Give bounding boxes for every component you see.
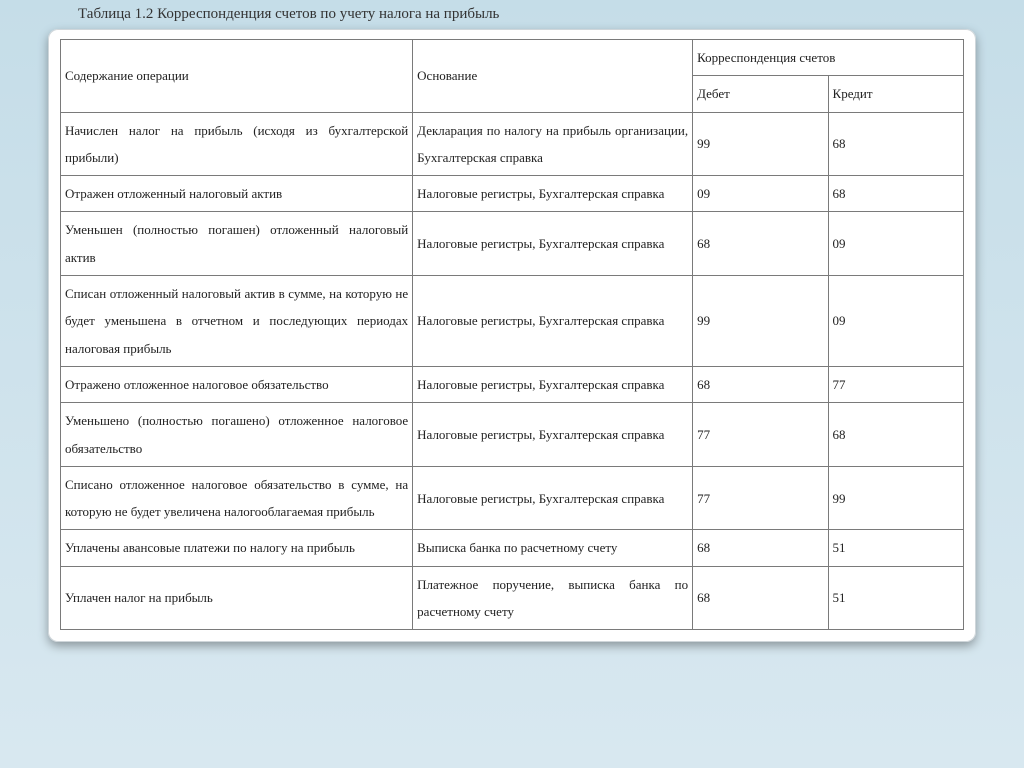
- accounts-table: Содержание операции Основание Корреспонд…: [60, 39, 964, 630]
- col-operation: Содержание операции: [61, 40, 413, 113]
- table-card: Содержание операции Основание Корреспонд…: [48, 29, 976, 642]
- cell-operation: Списан отложенный налоговый актив в сумм…: [61, 276, 413, 367]
- cell-debit: 99: [693, 112, 828, 176]
- cell-credit: 68: [828, 176, 963, 212]
- col-corr: Корреспонденция счетов: [693, 40, 964, 76]
- cell-credit: 51: [828, 530, 963, 566]
- cell-operation: Уменьшено (полностью погашено) отложенно…: [61, 403, 413, 467]
- table-row: Отражено отложенное налоговое обязательс…: [61, 366, 964, 402]
- cell-basis: Налоговые регистры, Бухгалтерская справк…: [413, 366, 693, 402]
- cell-operation: Начислен налог на прибыль (исходя из бух…: [61, 112, 413, 176]
- cell-operation: Уменьшен (полностью погашен) отложенный …: [61, 212, 413, 276]
- col-basis: Основание: [413, 40, 693, 113]
- cell-basis: Налоговые регистры, Бухгалтерская справк…: [413, 176, 693, 212]
- cell-operation: Уплачены авансовые платежи по налогу на …: [61, 530, 413, 566]
- cell-basis: Налоговые регистры, Бухгалтерская справк…: [413, 276, 693, 367]
- col-credit: Кредит: [828, 76, 963, 112]
- table-row: Списано отложенное налоговое обязательст…: [61, 466, 964, 530]
- cell-debit: 77: [693, 466, 828, 530]
- cell-credit: 09: [828, 212, 963, 276]
- col-debit: Дебет: [693, 76, 828, 112]
- cell-debit: 68: [693, 566, 828, 630]
- table-header-row-1: Содержание операции Основание Корреспонд…: [61, 40, 964, 76]
- cell-debit: 68: [693, 212, 828, 276]
- cell-basis: Налоговые регистры, Бухгалтерская справк…: [413, 466, 693, 530]
- cell-debit: 77: [693, 403, 828, 467]
- cell-operation: Отражен отложенный налоговый актив: [61, 176, 413, 212]
- cell-debit: 09: [693, 176, 828, 212]
- cell-operation: Списано отложенное налоговое обязательст…: [61, 466, 413, 530]
- cell-operation: Отражено отложенное налоговое обязательс…: [61, 366, 413, 402]
- table-row: Списан отложенный налоговый актив в сумм…: [61, 276, 964, 367]
- table-caption: Таблица 1.2 Корреспонденция счетов по уч…: [78, 6, 1004, 23]
- table-row: Уплачены авансовые платежи по налогу на …: [61, 530, 964, 566]
- cell-operation: Уплачен налог на прибыль: [61, 566, 413, 630]
- table-row: Уменьшен (полностью погашен) отложенный …: [61, 212, 964, 276]
- cell-basis: Налоговые регистры, Бухгалтерская справк…: [413, 403, 693, 467]
- cell-basis: Налоговые регистры, Бухгалтерская справк…: [413, 212, 693, 276]
- cell-basis: Выписка банка по расчетному счету: [413, 530, 693, 566]
- cell-credit: 68: [828, 112, 963, 176]
- cell-debit: 68: [693, 530, 828, 566]
- table-row: Уменьшено (полностью погашено) отложенно…: [61, 403, 964, 467]
- table-row: Отражен отложенный налоговый актив Налог…: [61, 176, 964, 212]
- cell-debit: 99: [693, 276, 828, 367]
- table-row: Начислен налог на прибыль (исходя из бух…: [61, 112, 964, 176]
- cell-credit: 51: [828, 566, 963, 630]
- cell-debit: 68: [693, 366, 828, 402]
- slide: Таблица 1.2 Корреспонденция счетов по уч…: [0, 0, 1024, 662]
- cell-credit: 09: [828, 276, 963, 367]
- table-row: Уплачен налог на прибыль Платежное поруч…: [61, 566, 964, 630]
- cell-basis: Платежное поручение, выписка банка по ра…: [413, 566, 693, 630]
- table-body: Начислен налог на прибыль (исходя из бух…: [61, 112, 964, 630]
- cell-credit: 99: [828, 466, 963, 530]
- cell-basis: Декларация по налогу на прибыль организа…: [413, 112, 693, 176]
- cell-credit: 77: [828, 366, 963, 402]
- cell-credit: 68: [828, 403, 963, 467]
